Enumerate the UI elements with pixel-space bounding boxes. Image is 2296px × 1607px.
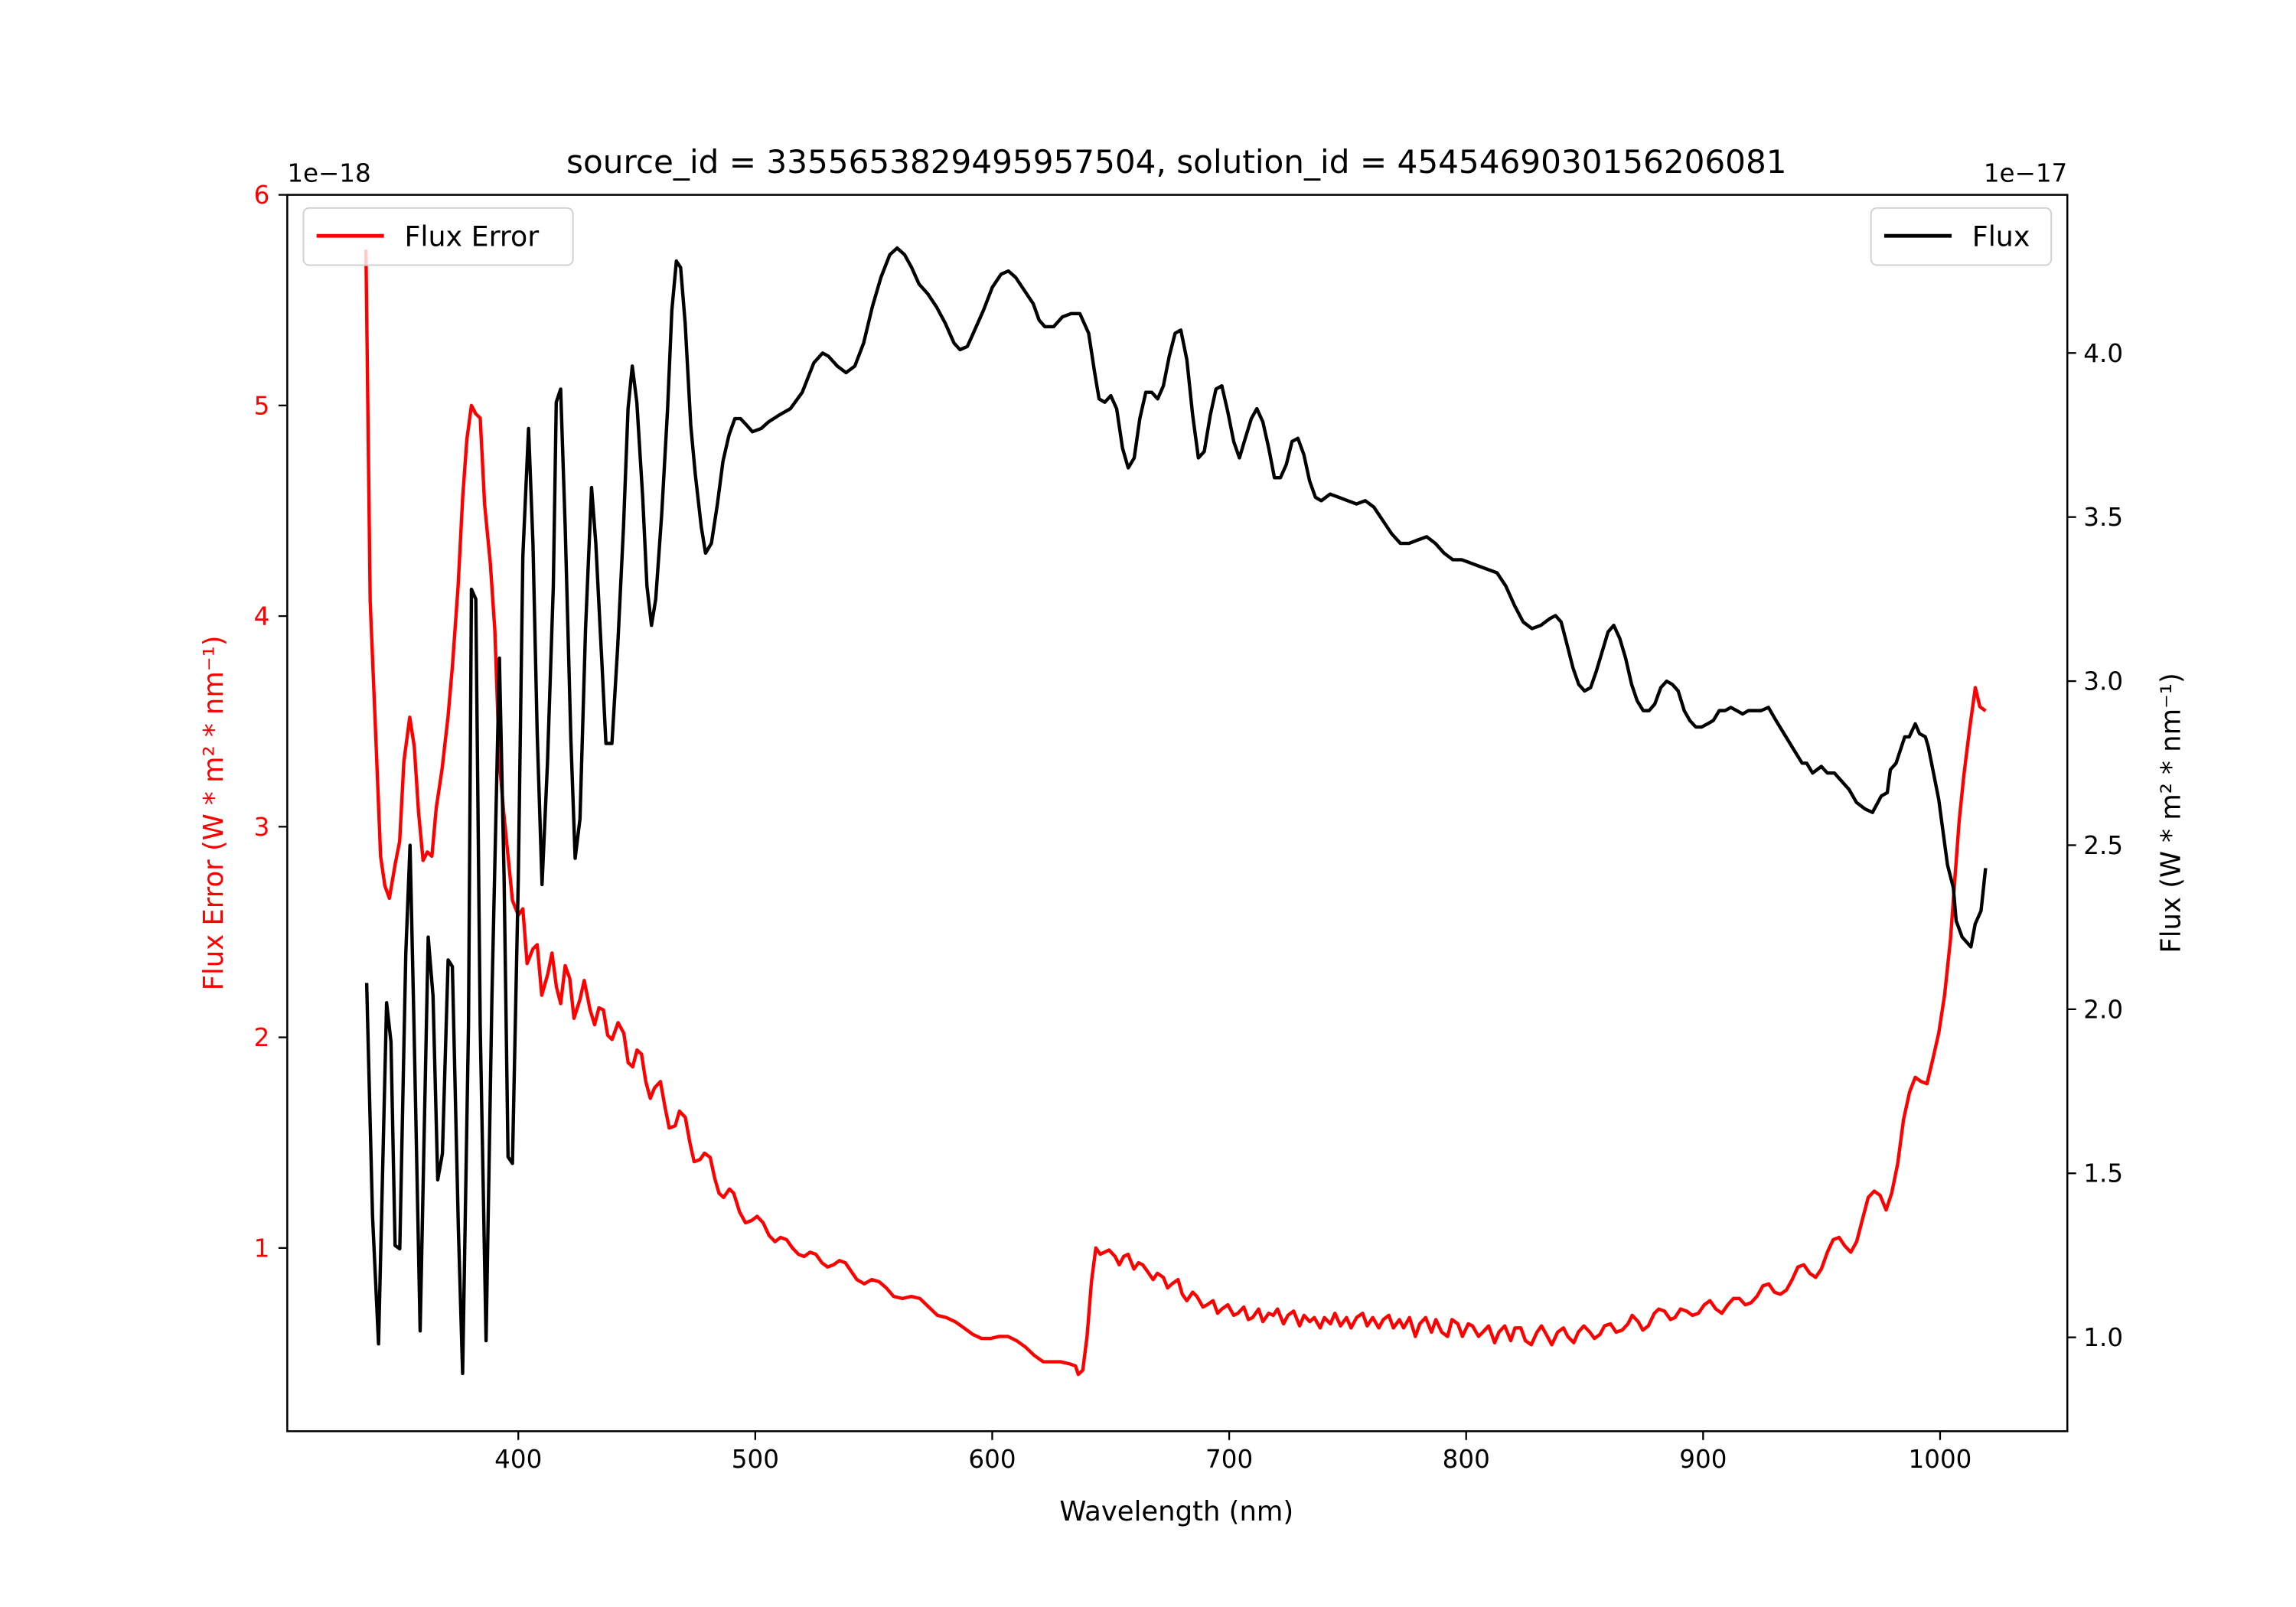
x-tick-label: 1000 (1909, 1445, 1972, 1474)
right-y-tick-label: 1.5 (2083, 1159, 2123, 1188)
right-offset-text: 1e−17 (1984, 158, 2067, 187)
left-y-axis-label: Flux Error (W * m² * nm⁻¹) (198, 635, 230, 990)
x-tick-label: 800 (1443, 1445, 1490, 1474)
chart-title: source_id = 3355653829495957504, solutio… (566, 143, 1787, 181)
legend-flux: Flux (1870, 207, 2053, 266)
left-y-tick-label: 2 (254, 1023, 270, 1052)
right-y-tick-label: 2.5 (2083, 831, 2123, 860)
x-tick-label: 500 (732, 1445, 779, 1474)
right-y-axis-label: Flux (W * m² * nm⁻¹) (2156, 673, 2187, 953)
x-axis: 400 500 600 700 800 900 1000 (494, 1431, 1971, 1474)
legend-flux-error: Flux Error (302, 207, 574, 266)
left-y-tick-label: 3 (254, 813, 270, 842)
right-y-tick-label: 3.5 (2083, 503, 2123, 532)
left-offset-text: 1e−18 (287, 158, 370, 187)
x-tick-label: 900 (1679, 1445, 1727, 1474)
left-y-tick-label: 4 (254, 602, 270, 631)
right-y-tick-label: 4.0 (2083, 339, 2123, 368)
x-axis-label: Wavelength (nm) (1059, 1496, 1293, 1527)
x-tick-label: 600 (968, 1445, 1016, 1474)
series-layer (364, 246, 1988, 1377)
x-tick-label: 400 (494, 1445, 542, 1474)
left-y-tick-label: 6 (254, 181, 270, 210)
right-y-tick-label: 2.0 (2083, 995, 2123, 1024)
series-line-flux-error (364, 249, 1987, 1377)
legend-box (302, 207, 574, 266)
legend-label-flux: Flux (1972, 220, 2030, 253)
plot-frame (286, 194, 2069, 1433)
right-y-tick-label: 1.0 (2083, 1323, 2123, 1352)
legend-label-flux-error: Flux Error (404, 220, 539, 253)
right-y-tick-label: 3.0 (2083, 667, 2123, 696)
series-line-flux (364, 246, 1988, 1376)
right-y-axis: 1.0 1.5 2.0 2.5 3.0 3.5 4.0 (2067, 339, 2123, 1352)
legend-box (1870, 207, 2053, 266)
x-tick-label: 700 (1205, 1445, 1253, 1474)
left-y-tick-label: 5 (254, 391, 270, 420)
left-y-axis: 1 2 3 4 5 6 (254, 181, 288, 1263)
left-y-tick-label: 1 (254, 1234, 270, 1263)
